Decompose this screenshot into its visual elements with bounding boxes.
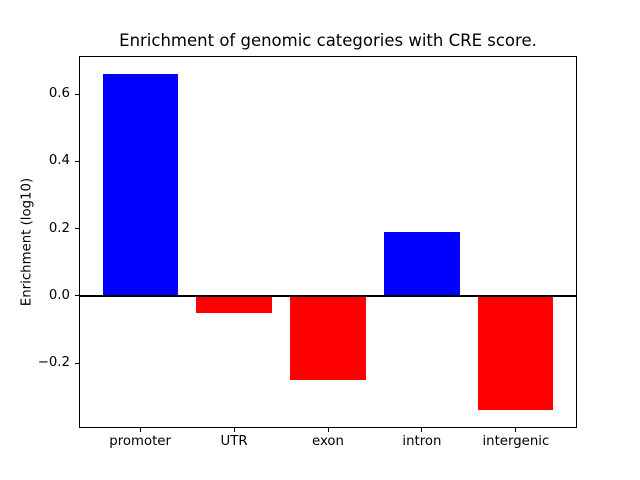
bar-intergenic <box>478 295 554 411</box>
y-tick-label: 0.6 <box>48 86 70 101</box>
x-tick <box>139 428 141 432</box>
bar-promoter <box>102 73 178 296</box>
x-tick-label-intron: intron <box>402 434 442 449</box>
bar-UTR <box>196 295 272 313</box>
y-tick <box>75 362 79 364</box>
y-tick <box>75 160 79 162</box>
x-tick <box>327 428 329 432</box>
y-tick-label: 0.4 <box>48 153 70 169</box>
y-tick <box>75 295 79 297</box>
zero-line <box>80 294 576 297</box>
x-tick-label-exon: exon <box>312 434 344 449</box>
x-tick-label-UTR: UTR <box>220 434 248 449</box>
y-tick <box>75 93 79 95</box>
bar-exon <box>290 295 366 380</box>
chart-title: Enrichment of genomic categories with CR… <box>119 31 537 50</box>
plot-area: 0.6 0.4 0.2 0.0 −0.2 promoter UTR exon intron int… <box>38 56 577 449</box>
y-tick <box>75 228 79 230</box>
x-tick <box>233 428 235 432</box>
bar-intron <box>384 231 460 296</box>
x-tick-label-promoter: promoter <box>109 434 171 449</box>
y-tick-label: −0.2 <box>37 355 70 371</box>
x-tick <box>515 428 517 432</box>
x-tick <box>421 428 423 432</box>
y-tick-label: 0.0 <box>48 287 70 303</box>
y-tick-label: 0.2 <box>48 220 70 236</box>
x-tick-label-intergenic: intergenic <box>482 434 550 449</box>
